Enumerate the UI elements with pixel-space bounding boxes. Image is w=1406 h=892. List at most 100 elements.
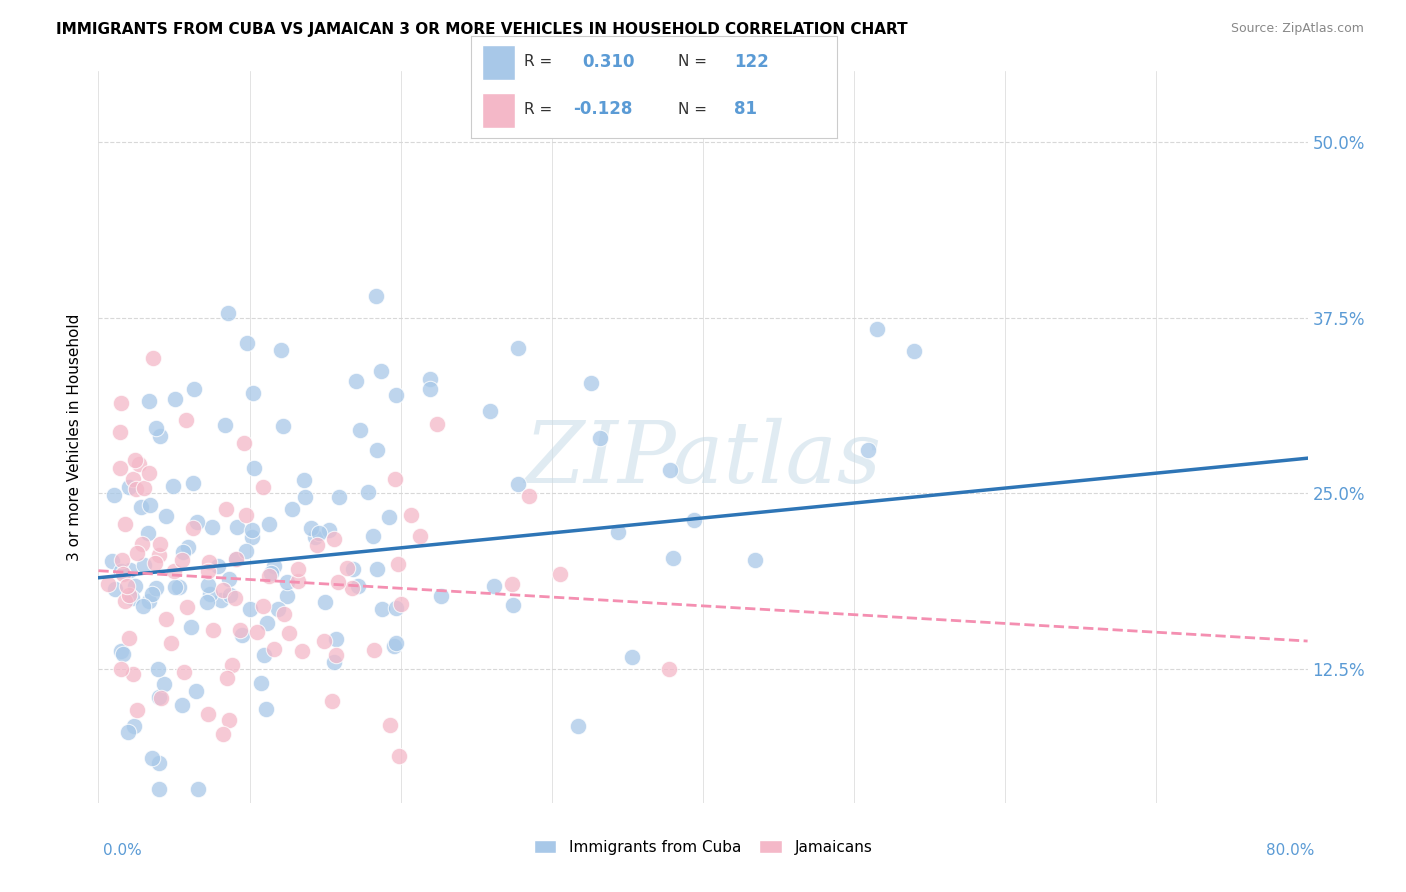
Point xyxy=(856,443,879,458)
Point xyxy=(292,473,315,487)
Point xyxy=(501,577,523,591)
Point xyxy=(138,499,160,513)
Point xyxy=(280,502,302,516)
Y-axis label: 3 or more Vehicles in Household: 3 or more Vehicles in Household xyxy=(67,313,83,561)
Point xyxy=(221,658,243,673)
Bar xyxy=(482,45,515,79)
Text: -0.128: -0.128 xyxy=(574,100,633,118)
Point xyxy=(103,488,125,502)
Point xyxy=(377,510,399,524)
Point xyxy=(388,749,411,764)
Text: R =: R = xyxy=(524,54,553,70)
Point xyxy=(380,718,402,732)
Point xyxy=(218,713,240,727)
Point xyxy=(323,532,346,546)
Point xyxy=(233,435,256,450)
Point xyxy=(340,581,363,595)
Point xyxy=(235,508,257,523)
Point xyxy=(271,418,294,433)
Point xyxy=(385,636,408,650)
Point xyxy=(370,364,392,378)
Text: 0.310: 0.310 xyxy=(582,53,636,70)
Point xyxy=(131,537,153,551)
Point xyxy=(250,676,273,690)
Point xyxy=(389,598,412,612)
Point xyxy=(299,520,322,534)
Point xyxy=(683,513,706,527)
Point xyxy=(478,404,501,418)
Point xyxy=(502,598,524,612)
Point xyxy=(218,572,240,586)
Point xyxy=(217,671,239,685)
Point xyxy=(349,423,371,437)
Point xyxy=(903,343,925,358)
Point xyxy=(118,563,141,577)
Point xyxy=(357,485,380,500)
Point xyxy=(347,579,370,593)
Point xyxy=(344,375,367,389)
Point xyxy=(129,500,152,515)
Text: 80.0%: 80.0% xyxy=(1267,843,1315,858)
Point xyxy=(217,306,239,320)
Point xyxy=(366,289,388,303)
Point xyxy=(143,556,166,570)
Point xyxy=(263,642,285,657)
Point xyxy=(172,544,194,558)
Point xyxy=(419,372,441,386)
Point xyxy=(121,591,143,606)
Point xyxy=(419,382,441,396)
Point xyxy=(325,648,347,662)
Point xyxy=(242,386,264,401)
Point xyxy=(155,612,177,626)
Point xyxy=(118,631,141,645)
Point xyxy=(118,480,141,494)
Text: 81: 81 xyxy=(734,100,758,118)
Point xyxy=(252,648,274,663)
Point xyxy=(260,566,283,580)
Point xyxy=(336,561,359,575)
Point xyxy=(127,545,149,559)
Point xyxy=(117,725,139,739)
Point xyxy=(252,480,274,494)
Point xyxy=(112,567,135,582)
Point xyxy=(267,601,290,615)
Point xyxy=(148,781,170,796)
Point xyxy=(215,502,238,516)
Point xyxy=(235,543,257,558)
Point xyxy=(207,558,229,573)
Point xyxy=(287,562,309,576)
Point xyxy=(148,756,170,771)
Point xyxy=(141,751,163,765)
Point xyxy=(287,574,309,588)
Point xyxy=(141,587,163,601)
Point xyxy=(325,632,347,646)
Point xyxy=(240,530,263,544)
Point xyxy=(239,601,262,615)
Point xyxy=(155,508,177,523)
Point xyxy=(231,628,253,642)
Point xyxy=(308,526,330,541)
Text: 122: 122 xyxy=(734,53,769,70)
Point xyxy=(124,579,146,593)
Point xyxy=(197,564,219,578)
Text: R =: R = xyxy=(524,102,553,117)
Text: ZIPatlas: ZIPatlas xyxy=(524,417,882,500)
Point xyxy=(170,552,193,566)
Point xyxy=(256,615,278,630)
Point xyxy=(243,461,266,475)
Point xyxy=(173,665,195,679)
Point xyxy=(294,491,316,505)
Point xyxy=(114,516,136,531)
Point xyxy=(212,583,235,598)
Point xyxy=(198,555,221,569)
Point xyxy=(177,540,200,554)
Point xyxy=(169,580,191,594)
Point xyxy=(385,388,408,402)
Point xyxy=(214,417,236,432)
Point xyxy=(184,683,207,698)
Point xyxy=(273,607,295,621)
Point xyxy=(186,515,208,529)
Point xyxy=(145,421,167,435)
Point xyxy=(259,516,281,531)
Point xyxy=(163,564,186,578)
